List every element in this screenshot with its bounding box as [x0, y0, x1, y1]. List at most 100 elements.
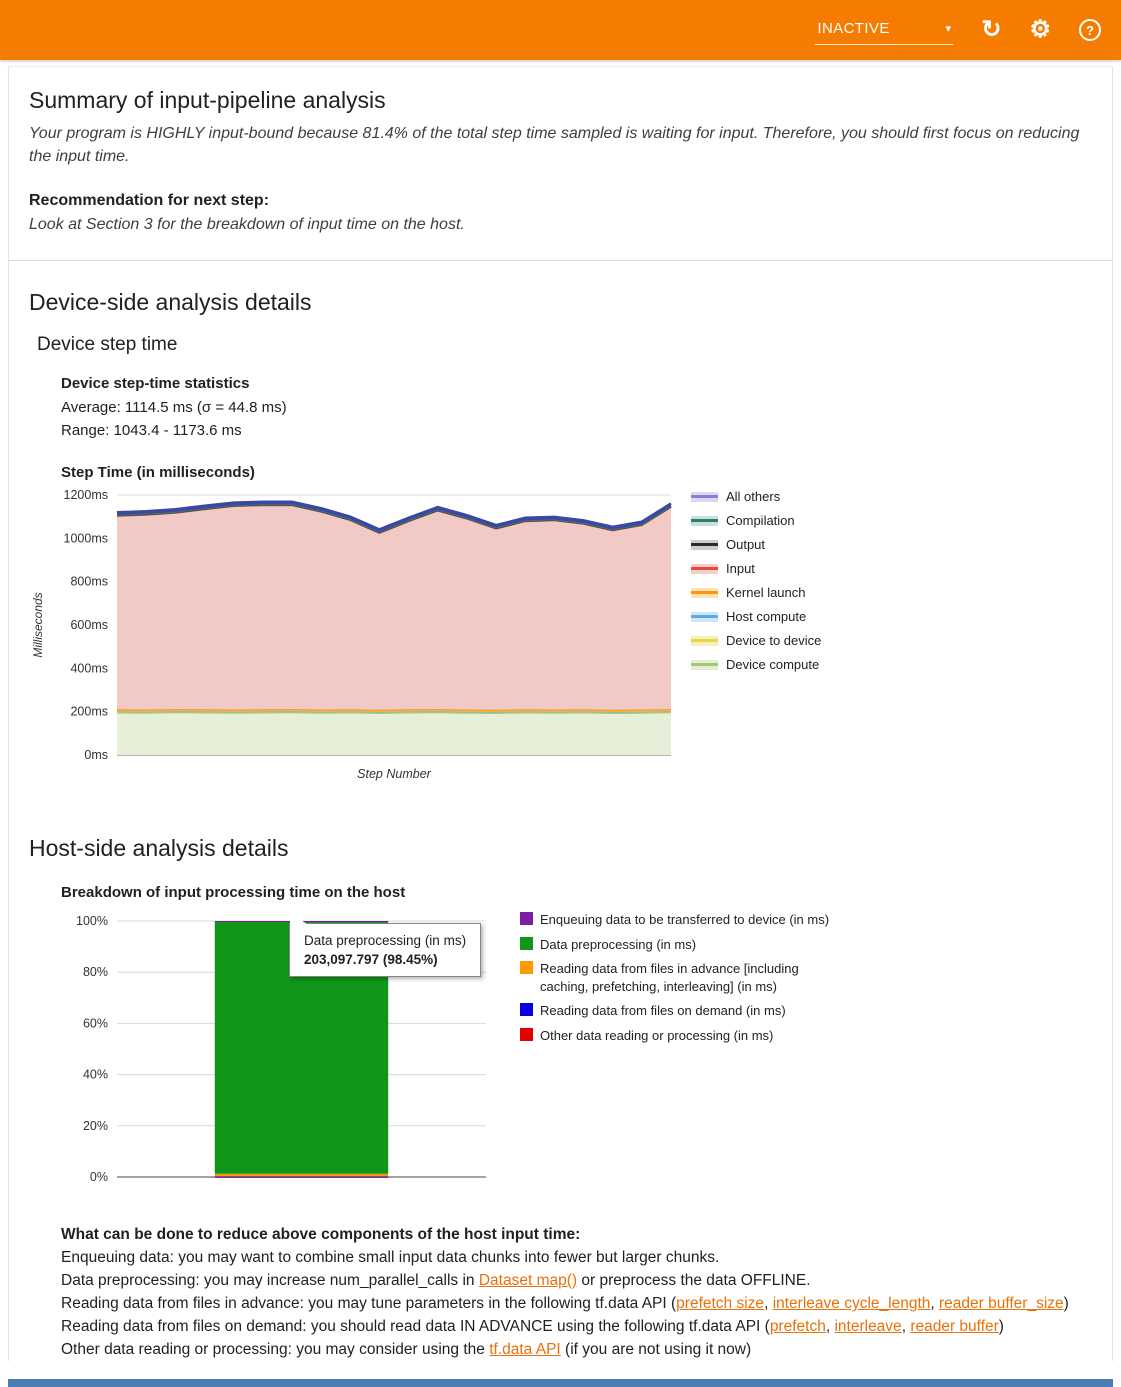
chevron-down-icon: ▾ — [945, 22, 952, 35]
advice-text: Other data reading or processing: you ma… — [61, 1341, 490, 1359]
section-divider — [9, 260, 1112, 262]
svg-text:40%: 40% — [83, 1068, 108, 1082]
legend-item: Data preprocessing (in ms) — [520, 936, 830, 954]
stats-heading: Device step-time statistics — [61, 375, 250, 393]
host-section-title: Host-side analysis details — [29, 835, 289, 862]
legend-item: Other data reading or processing (in ms) — [520, 1027, 830, 1045]
host-chart-row: 0% 20% 40% 60% 80% 100% Enqueuing data to be … — [61, 909, 1092, 1206]
tooltip-title: Data preprocessing (in ms) — [304, 933, 467, 949]
app-header: INACTIVE ▾ ↻ ⚙ ? — [0, 0, 1121, 60]
advice-link[interactable]: tf.data API — [489, 1341, 561, 1359]
svg-text:400ms: 400ms — [70, 661, 108, 675]
legend-label: Output — [726, 537, 766, 553]
advice-text: Data preprocessing: you may increase num… — [61, 1272, 479, 1290]
advice-line: Reading data from files in advance: you … — [61, 1293, 1091, 1315]
bottom-blue-bar — [8, 1379, 1113, 1387]
svg-text:1000ms: 1000ms — [64, 531, 108, 545]
legend-label: Data preprocessing (in ms) — [540, 936, 697, 952]
advice-link[interactable]: interleave cycle_length — [772, 1295, 931, 1313]
svg-text:Step Number: Step Number — [357, 767, 431, 781]
chart-tooltip: Data preprocessing (in ms) 203,097.797 (… — [289, 912, 482, 978]
legend-label: Reading data from files in advance [incl… — [540, 961, 799, 994]
svg-text:100%: 100% — [76, 914, 108, 928]
svg-text:1200ms: 1200ms — [64, 488, 108, 502]
summary-title: Summary of input-pipeline analysis — [29, 87, 386, 113]
advice-section: What can be done to reduce above compone… — [61, 1224, 1091, 1361]
legend-item: Kernel launch — [691, 585, 821, 600]
legend-swatch — [691, 611, 718, 622]
stats-range: Range: 1043.4 - 1173.6 ms — [61, 421, 242, 439]
host-section: Host-side analysis details Breakdown of … — [29, 835, 1092, 1361]
status-label: INACTIVE — [817, 19, 890, 37]
legend-label: Other data reading or processing (in ms) — [540, 1027, 774, 1043]
svg-text:20%: 20% — [83, 1119, 108, 1133]
advice-list: Enqueuing data: you may want to combine … — [61, 1247, 1091, 1361]
legend-item: Host compute — [691, 609, 821, 624]
stats-average: Average: 1114.5 ms (σ = 44.8 ms) — [61, 398, 287, 416]
summary-section: Summary of input-pipeline analysis Your … — [29, 87, 1092, 234]
advice-text: ) — [1063, 1295, 1069, 1313]
legend-label: Host compute — [726, 609, 807, 625]
legend-swatch — [520, 936, 533, 950]
legend-label: All others — [726, 489, 781, 505]
advice-line: Other data reading or processing: you ma… — [61, 1339, 1091, 1361]
device-section: Device-side analysis details Device step… — [29, 289, 1092, 783]
device-chart-legend: All others Compilation Output Input Kernel l… — [691, 485, 821, 681]
legend-item: Output — [691, 537, 821, 552]
legend-swatch — [520, 1003, 533, 1017]
host-chart-heading: Breakdown of input processing time on th… — [61, 884, 406, 902]
advice-text: , — [764, 1295, 773, 1313]
svg-text:80%: 80% — [83, 965, 108, 979]
legend-label: Kernel launch — [726, 585, 806, 601]
advice-link[interactable]: reader buffer_size — [939, 1295, 1064, 1313]
legend-item: Reading data from files on demand (in ms… — [520, 1002, 830, 1020]
tooltip-value: 203,097.797 (98.45%) — [304, 952, 438, 968]
recommendation-label: Recommendation for next step: — [29, 192, 270, 210]
device-chart-row: 0ms 200ms 400ms 600ms 800ms 1000ms 1200ms Step … — [29, 485, 1092, 783]
legend-swatch — [520, 961, 533, 975]
help-icon[interactable]: ? — [1079, 19, 1101, 41]
legend-swatch — [691, 659, 718, 670]
advice-text: Enqueuing data: you may want to combine … — [61, 1249, 720, 1267]
advice-line: Enqueuing data: you may want to combine … — [61, 1247, 1091, 1269]
legend-swatch — [520, 912, 533, 926]
svg-text:0%: 0% — [90, 1170, 108, 1184]
svg-text:200ms: 200ms — [70, 705, 108, 719]
svg-text:Milliseconds: Milliseconds — [31, 592, 45, 657]
legend-item: All others — [691, 489, 821, 504]
legend-swatch — [691, 563, 718, 574]
legend-label: Device compute — [726, 657, 820, 673]
legend-swatch — [691, 515, 718, 526]
advice-text: Reading data from files in advance: you … — [61, 1295, 677, 1313]
legend-swatch — [691, 539, 718, 550]
legend-swatch — [691, 491, 718, 502]
advice-heading: What can be done to reduce above compone… — [61, 1226, 581, 1244]
advice-text: Reading data from files on demand: you s… — [61, 1318, 770, 1336]
advice-text: or preprocess the data OFFLINE. — [577, 1272, 811, 1290]
advice-link[interactable]: Dataset map() — [478, 1272, 578, 1290]
svg-text:600ms: 600ms — [70, 618, 108, 632]
content-area: Summary of input-pipeline analysis Your … — [8, 66, 1113, 1362]
advice-link[interactable]: reader buffer — [910, 1318, 999, 1336]
device-step-time-title: Device step time — [37, 334, 178, 356]
advice-text: , — [930, 1295, 939, 1313]
status-dropdown[interactable]: INACTIVE ▾ — [815, 16, 954, 45]
advice-link[interactable]: prefetch size — [676, 1295, 765, 1313]
host-chart-legend: Enqueuing data to be transferred to devi… — [520, 909, 830, 1051]
advice-link[interactable]: interleave — [834, 1318, 902, 1336]
refresh-icon[interactable]: ↻ — [981, 16, 1002, 43]
legend-label: Reading data from files on demand (in ms… — [540, 1003, 786, 1019]
advice-text: ) — [998, 1318, 1004, 1336]
advice-line: Data preprocessing: you may increase num… — [61, 1270, 1091, 1292]
legend-item: Reading data from files in advance [incl… — [520, 960, 830, 995]
advice-text: , — [825, 1318, 835, 1336]
device-section-title: Device-side analysis details — [29, 289, 312, 316]
legend-item: Compilation — [691, 513, 821, 528]
svg-text:0ms: 0ms — [84, 748, 108, 762]
gear-icon[interactable]: ⚙ — [1029, 16, 1051, 43]
legend-swatch — [691, 635, 718, 646]
legend-item: Input — [691, 561, 821, 576]
device-step-chart[interactable]: 0ms 200ms 400ms 600ms 800ms 1000ms 1200ms Step … — [29, 485, 679, 783]
advice-link[interactable]: prefetch — [769, 1318, 826, 1336]
legend-swatch — [691, 587, 718, 598]
